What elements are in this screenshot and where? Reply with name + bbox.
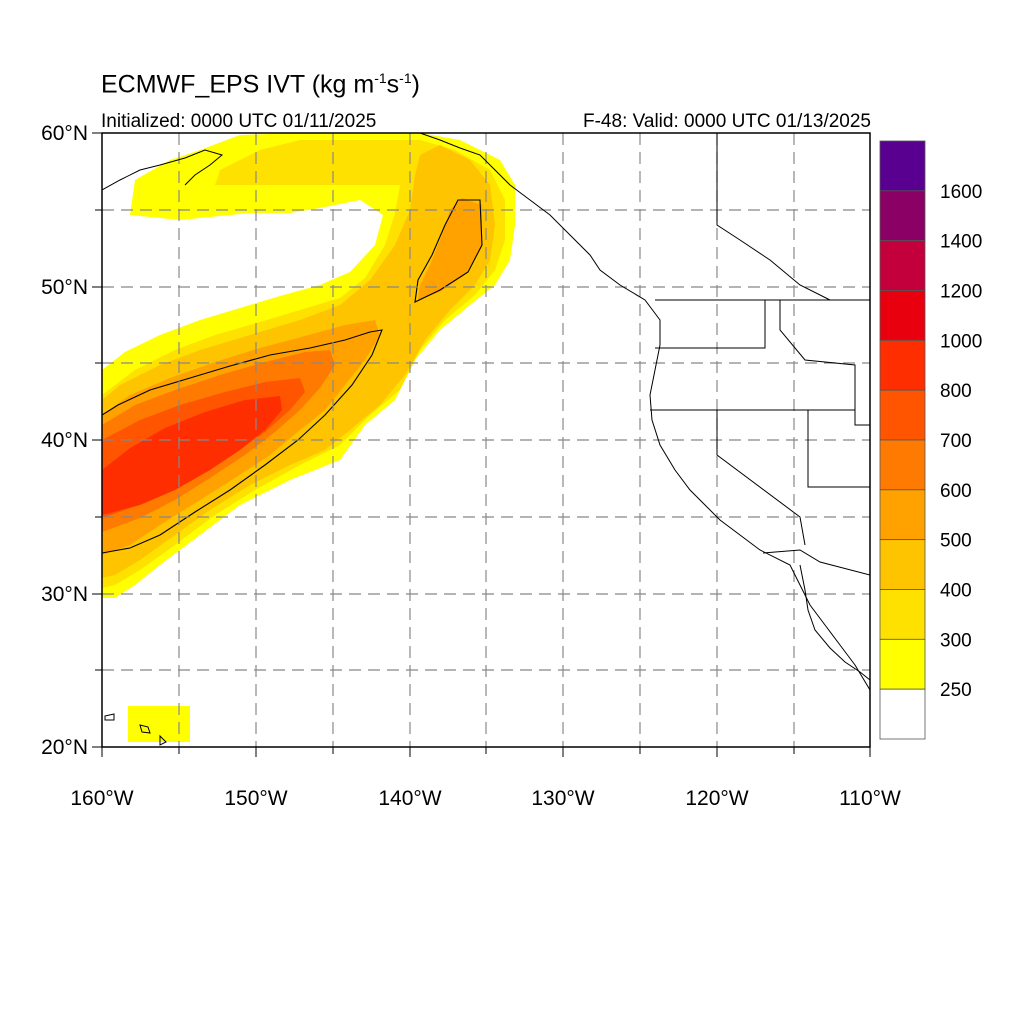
- lon-label-130w: 130°W: [531, 787, 594, 810]
- lon-label-160w: 160°W: [70, 787, 133, 810]
- canada-interior: [716, 133, 831, 301]
- baja-coast: [799, 564, 870, 681]
- lon-label-120w: 120°W: [685, 787, 748, 810]
- colorbar-swatch: [879, 688, 926, 740]
- lon-label-140w: 140°W: [378, 787, 441, 810]
- colorbar-swatch: [879, 339, 926, 391]
- init-time-label: Initialized: 0000 UTC 01/11/2025: [101, 111, 377, 132]
- colorbar-label: 500: [940, 531, 972, 552]
- valid-time-label: F-48: Valid: 0000 UTC 01/13/2025: [583, 111, 871, 132]
- colorbar-label: 400: [940, 581, 972, 602]
- colorbar-label: 1200: [940, 282, 982, 303]
- axis-ticks: [92, 132, 871, 757]
- ivt-band-500-north: [418, 198, 482, 300]
- chart-title: ECMWF_EPS IVT (kg m-1s-1): [101, 70, 420, 99]
- lat-label-40: 40°N: [41, 429, 88, 452]
- colorbar-label: 700: [940, 431, 972, 452]
- colorbar: 1600 1400 1200 1000 800 700 600 500 400 300 250: [879, 140, 982, 740]
- colorbar-label: 250: [940, 680, 972, 701]
- colorbar-swatch: [879, 190, 926, 242]
- graticule: [102, 133, 870, 747]
- lon-label-150w: 150°W: [224, 787, 287, 810]
- colorbar-swatch: [879, 240, 926, 291]
- ivt-band-250-hawaii: [128, 706, 190, 742]
- lon-labels: 160°W 150°W 140°W 130°W 120°W 110°W: [70, 787, 901, 810]
- ivt-shading: [102, 133, 515, 742]
- colorbar-swatch: [879, 589, 926, 640]
- colorbar-swatch: [879, 638, 926, 690]
- colorbar-swatch: [879, 489, 926, 541]
- id-mt-border: [779, 300, 870, 426]
- colorbar-label: 1000: [940, 331, 982, 352]
- contour-line-north: [414, 199, 483, 303]
- colorbar-swatch: [879, 389, 926, 441]
- colorbar-label: 1400: [940, 232, 982, 253]
- colorbar-swatch: [879, 439, 926, 491]
- alaska-coast: [102, 149, 224, 191]
- colorbar-label: 300: [940, 630, 972, 651]
- colorbar-swatch: [879, 140, 926, 192]
- lon-label-110w: 110°W: [839, 787, 901, 810]
- wa-or-border: [655, 300, 766, 349]
- lat-label-60: 60°N: [41, 122, 88, 145]
- lat-labels: 60°N 50°N 40°N 30°N 20°N: [41, 122, 88, 759]
- colorbar-label: 800: [940, 381, 972, 402]
- lat-label-50: 50°N: [41, 276, 88, 299]
- west-coast: [419, 133, 870, 691]
- colorbar-swatch: [879, 290, 926, 341]
- colorbar-label: 600: [940, 481, 972, 502]
- hawaii-outline: [104, 713, 167, 746]
- us-mexico-border: [762, 549, 870, 576]
- ivt-contours: [102, 199, 483, 554]
- colorbar-label: 1600: [940, 182, 982, 203]
- lat-label-30: 30°N: [41, 583, 88, 606]
- colorbar-swatch: [879, 539, 926, 590]
- nv-ut-border: [807, 410, 870, 488]
- lat-label-20: 20°N: [41, 736, 88, 759]
- ivt-band-800: [102, 396, 282, 515]
- coastlines: [102, 133, 870, 746]
- contour-line-south: [102, 329, 383, 554]
- ca-nv-border: [716, 410, 806, 546]
